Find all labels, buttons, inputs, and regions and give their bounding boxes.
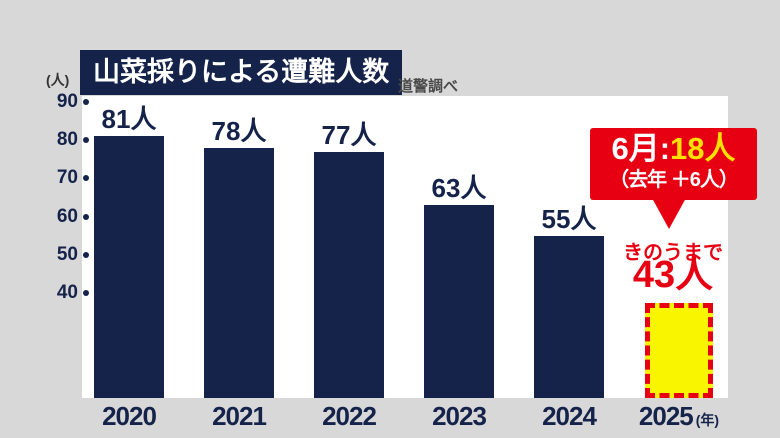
bar-value-label-2023: 63人: [431, 173, 487, 204]
x-label-2022: 2022: [322, 401, 377, 431]
y-tick-dot-50: [83, 251, 89, 258]
bar-value-label-2024: 55人: [541, 203, 597, 234]
y-tick-dot-80: [83, 137, 89, 144]
bar-2020: [94, 136, 164, 398]
x-label-2020: 2020: [102, 401, 157, 431]
y-tick-label-50: 50: [56, 243, 78, 265]
x-label-2023: 2023: [432, 401, 487, 431]
june-callout: 6月:18人 （去年 ＋6人）: [590, 128, 757, 229]
y-tick-label-80: 80: [56, 129, 78, 151]
y-tick-label-60: 60: [56, 205, 78, 227]
y-tick-label-70: 70: [56, 167, 78, 189]
bar-2024: [534, 235, 604, 398]
y-axis-unit-label: (人): [46, 72, 70, 88]
source-note: 道警調べ: [398, 78, 459, 95]
bar-2023: [424, 205, 494, 398]
callout-month-label: 6月:: [611, 131, 671, 166]
callout-month-value: 18人: [670, 131, 736, 166]
y-tick-label-40: 40: [56, 282, 78, 303]
y-tick-dot-60: [83, 213, 89, 220]
y-tick-dot-40: [83, 290, 89, 296]
bar-2022: [314, 151, 384, 398]
bar-value-label-2022: 77人: [321, 119, 377, 150]
x-label-2021: 2021: [212, 401, 267, 431]
callout-delta: （去年 ＋6人）: [609, 169, 739, 191]
x-label-2024: 2024: [542, 401, 597, 431]
y-tick-dot-90: [83, 99, 89, 105]
bar-2025-highlight: [645, 303, 713, 398]
bar-value-label-2021: 78人: [211, 115, 267, 146]
bar-2021: [204, 147, 274, 398]
callout-month-line: 6月:18人: [590, 130, 757, 167]
x-axis-year-suffix: (年): [695, 412, 720, 428]
y-tick-dot-70: [83, 175, 89, 182]
chart-title: 山菜採りによる遭難人数: [80, 50, 403, 95]
bar-value-label-2020: 81人: [101, 104, 157, 135]
callout-tail-pointer: [652, 198, 686, 229]
x-label-2025: 2025 (年): [638, 401, 720, 431]
y-tick-label-90: 90: [56, 91, 78, 112]
as-of-caption: きのうまで: [623, 242, 723, 264]
as-of-value: 43人: [632, 254, 714, 296]
